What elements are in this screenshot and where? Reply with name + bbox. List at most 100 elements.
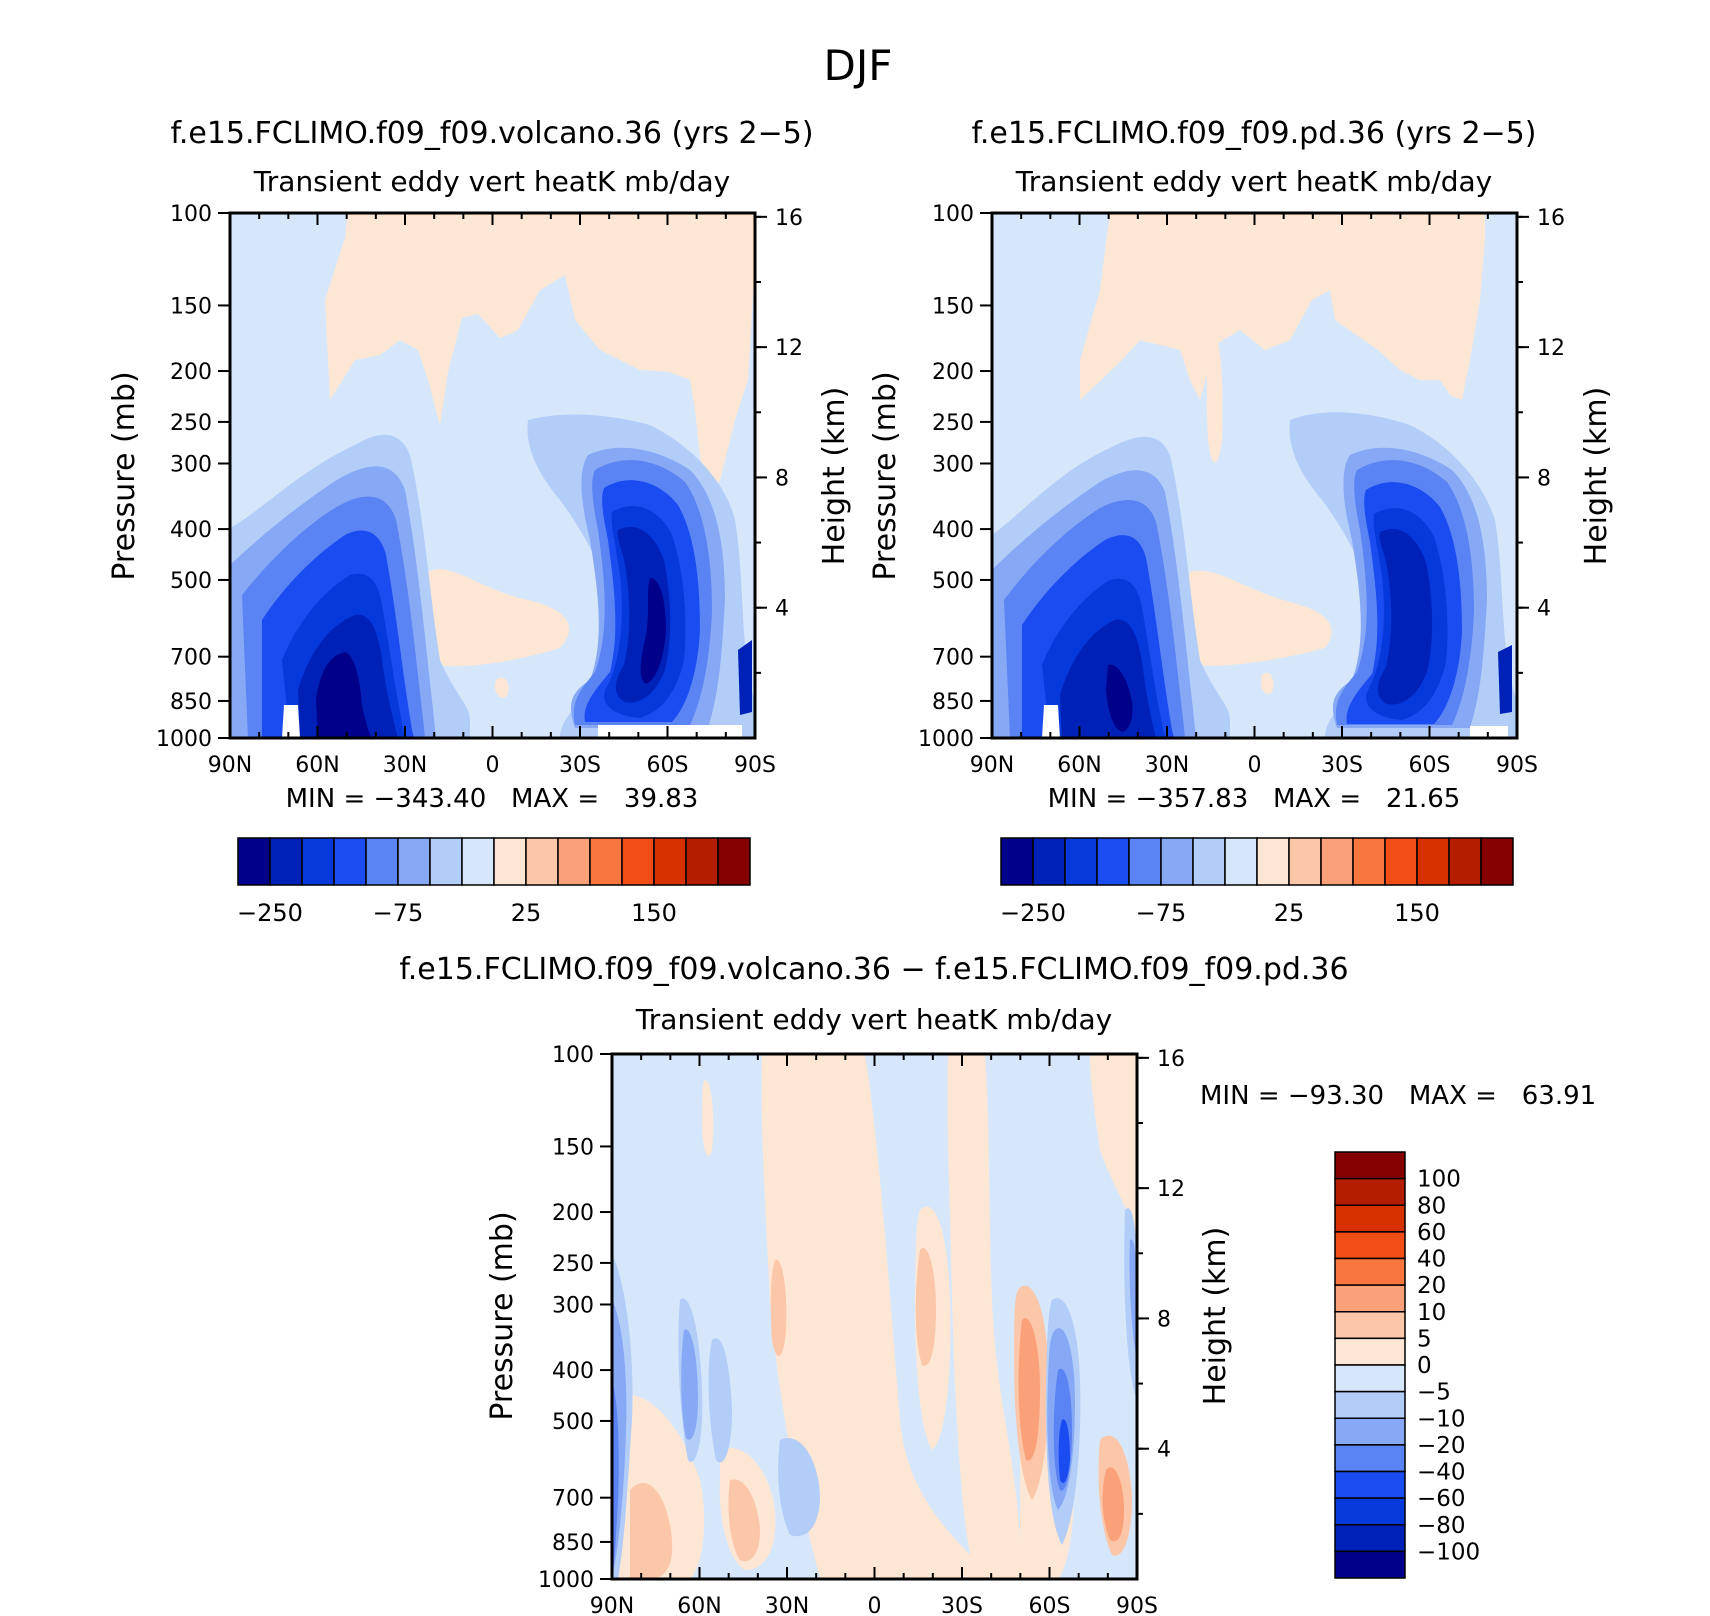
moderate-positive	[630, 1483, 673, 1579]
strong-positive	[1018, 1318, 1040, 1461]
y2-tick-label: 4	[1157, 1438, 1171, 1463]
y-tick-label: 100	[932, 202, 974, 227]
panel-title: f.e15.FCLIMO.f09_f09.volcano.36 (yrs 2−5…	[170, 116, 813, 151]
colorbar-swatch	[1334, 1444, 1406, 1473]
moderate-positive	[728, 1479, 760, 1562]
y2-axis-label: Height (km)	[817, 387, 852, 566]
colorbar-swatch	[1334, 1524, 1406, 1553]
panel-subtitle: Transient eddy vert heatK mb/day	[635, 1003, 1112, 1036]
y-tick-label: 300	[170, 452, 212, 477]
x-tick-label: 90N	[208, 753, 252, 778]
panel-volcano: f.e15.FCLIMO.f09_f09.volcano.36 (yrs 2−5…	[107, 116, 852, 927]
x-tick-label: 30S	[941, 1594, 983, 1616]
x-tick-label: 60S	[1409, 753, 1451, 778]
colorbar-swatch	[1288, 837, 1322, 886]
colorbar-swatch	[1192, 837, 1226, 886]
colorbar-swatch	[1448, 837, 1482, 886]
strong-negative	[612, 1380, 619, 1579]
y-tick-label: 1000	[918, 727, 974, 752]
y-tick-label: 200	[552, 1201, 594, 1226]
colorbar-swatch	[1334, 1311, 1406, 1340]
positive-dot	[494, 677, 509, 698]
y2-axis-label: Height (km)	[1198, 1227, 1233, 1406]
negative-region	[778, 1438, 820, 1537]
y2-tick-label: 12	[1157, 1177, 1185, 1202]
colorbar-swatch	[1334, 1337, 1406, 1366]
moderate-positive	[915, 1248, 936, 1366]
colorbar-swatch	[1334, 1231, 1406, 1260]
x-tick-label: 60N	[295, 753, 339, 778]
positive-region-upper	[1080, 213, 1485, 400]
contour-level	[640, 578, 666, 684]
colorbar-swatch	[1320, 837, 1354, 886]
y-axis-label: Pressure (mb)	[485, 1211, 520, 1420]
panel-title: f.e15.FCLIMO.f09_f09.pd.36 (yrs 2−5)	[972, 116, 1537, 151]
axes: 90N 60N 30N 0 30S 60S 90S 100 150 200 250 300 400 500…	[538, 1043, 1185, 1616]
panel-title: f.e15.FCLIMO.f09_f09.volcano.36 − f.e15.…	[399, 952, 1348, 987]
y-tick-label: 250	[552, 1252, 594, 1277]
x-tick-label: 60S	[647, 753, 689, 778]
y-axis-label: Pressure (mb)	[868, 371, 903, 580]
x-tick-label: 30S	[559, 753, 601, 778]
colorbar-swatch	[1334, 1204, 1406, 1233]
colorbar-swatch	[653, 837, 687, 886]
colorbar-label: −75	[1136, 899, 1187, 927]
y-tick-label: 150	[552, 1135, 594, 1160]
colorbar-label: 80	[1417, 1193, 1446, 1219]
panel-subtitle: Transient eddy vert heatK mb/day	[1015, 165, 1492, 198]
colorbar: −250 −75 25 150	[1000, 837, 1514, 927]
positive-region	[1090, 1054, 1137, 1240]
colorbar-swatch	[1480, 837, 1514, 886]
colorbar-label: 40	[1417, 1247, 1446, 1273]
y-tick-label: 150	[932, 294, 974, 319]
x-tick-label: 30S	[1321, 753, 1363, 778]
y-tick-label: 200	[170, 360, 212, 385]
y-tick-label: 500	[170, 569, 212, 594]
y-tick-label: 850	[170, 690, 212, 715]
colorbar-label: −5	[1417, 1380, 1451, 1406]
contour-level	[1498, 645, 1512, 714]
strong-positive	[1102, 1467, 1124, 1542]
contour-level	[598, 725, 742, 738]
contour-level	[1377, 528, 1433, 705]
colorbar-swatch	[429, 837, 463, 886]
y-tick-label: 700	[170, 646, 212, 671]
y2-tick-label: 8	[1537, 466, 1551, 491]
colorbar-swatch	[1096, 837, 1130, 886]
colorbar-swatch	[333, 837, 367, 886]
contour-level	[1470, 726, 1508, 738]
colorbar-swatch	[493, 837, 527, 886]
y-tick-label: 500	[552, 1410, 594, 1435]
y2-tick-label: 16	[775, 206, 803, 231]
colorbar-label: −75	[373, 899, 424, 927]
axes: 90N 60N 30N 0 30S 60S 90S 100 150 200 250 300 400 500…	[156, 202, 803, 778]
colorbar-label: 100	[1417, 1167, 1461, 1193]
contour-field	[992, 213, 1517, 738]
x-tick-label: 60N	[1057, 753, 1101, 778]
y2-axis-label: Height (km)	[1579, 387, 1614, 566]
colorbar-swatch	[1160, 837, 1194, 886]
y-tick-label: 850	[552, 1531, 594, 1556]
y2-tick-label: 4	[775, 597, 789, 622]
y-tick-label: 400	[170, 518, 212, 543]
colorbar-swatch	[397, 837, 431, 886]
colorbar-label: 150	[1394, 899, 1440, 927]
colorbar-label: 10	[1417, 1300, 1446, 1326]
colorbar-swatch	[1384, 837, 1418, 886]
figure-title: DJF	[824, 41, 893, 90]
min-max-stats: MIN = −357.83 MAX = 21.65	[1048, 784, 1461, 814]
colorbar-label: −80	[1417, 1513, 1466, 1539]
x-tick-label: 90S	[1116, 1594, 1158, 1616]
colorbar-swatch	[1334, 1390, 1406, 1419]
colorbar-swatch	[461, 837, 495, 886]
y-tick-label: 400	[932, 518, 974, 543]
contour-level	[282, 705, 300, 738]
y-tick-label: 300	[552, 1293, 594, 1318]
colorbar-swatch	[237, 837, 271, 886]
y2-tick-label: 16	[1157, 1047, 1185, 1072]
colorbar-swatch	[1128, 837, 1162, 886]
panel-pd: f.e15.FCLIMO.f09_f09.pd.36 (yrs 2−5) Tra…	[868, 116, 1614, 927]
colorbar-swatch	[1334, 1177, 1406, 1206]
colorbar-label: 0	[1417, 1353, 1432, 1379]
y2-tick-label: 12	[1537, 336, 1565, 361]
